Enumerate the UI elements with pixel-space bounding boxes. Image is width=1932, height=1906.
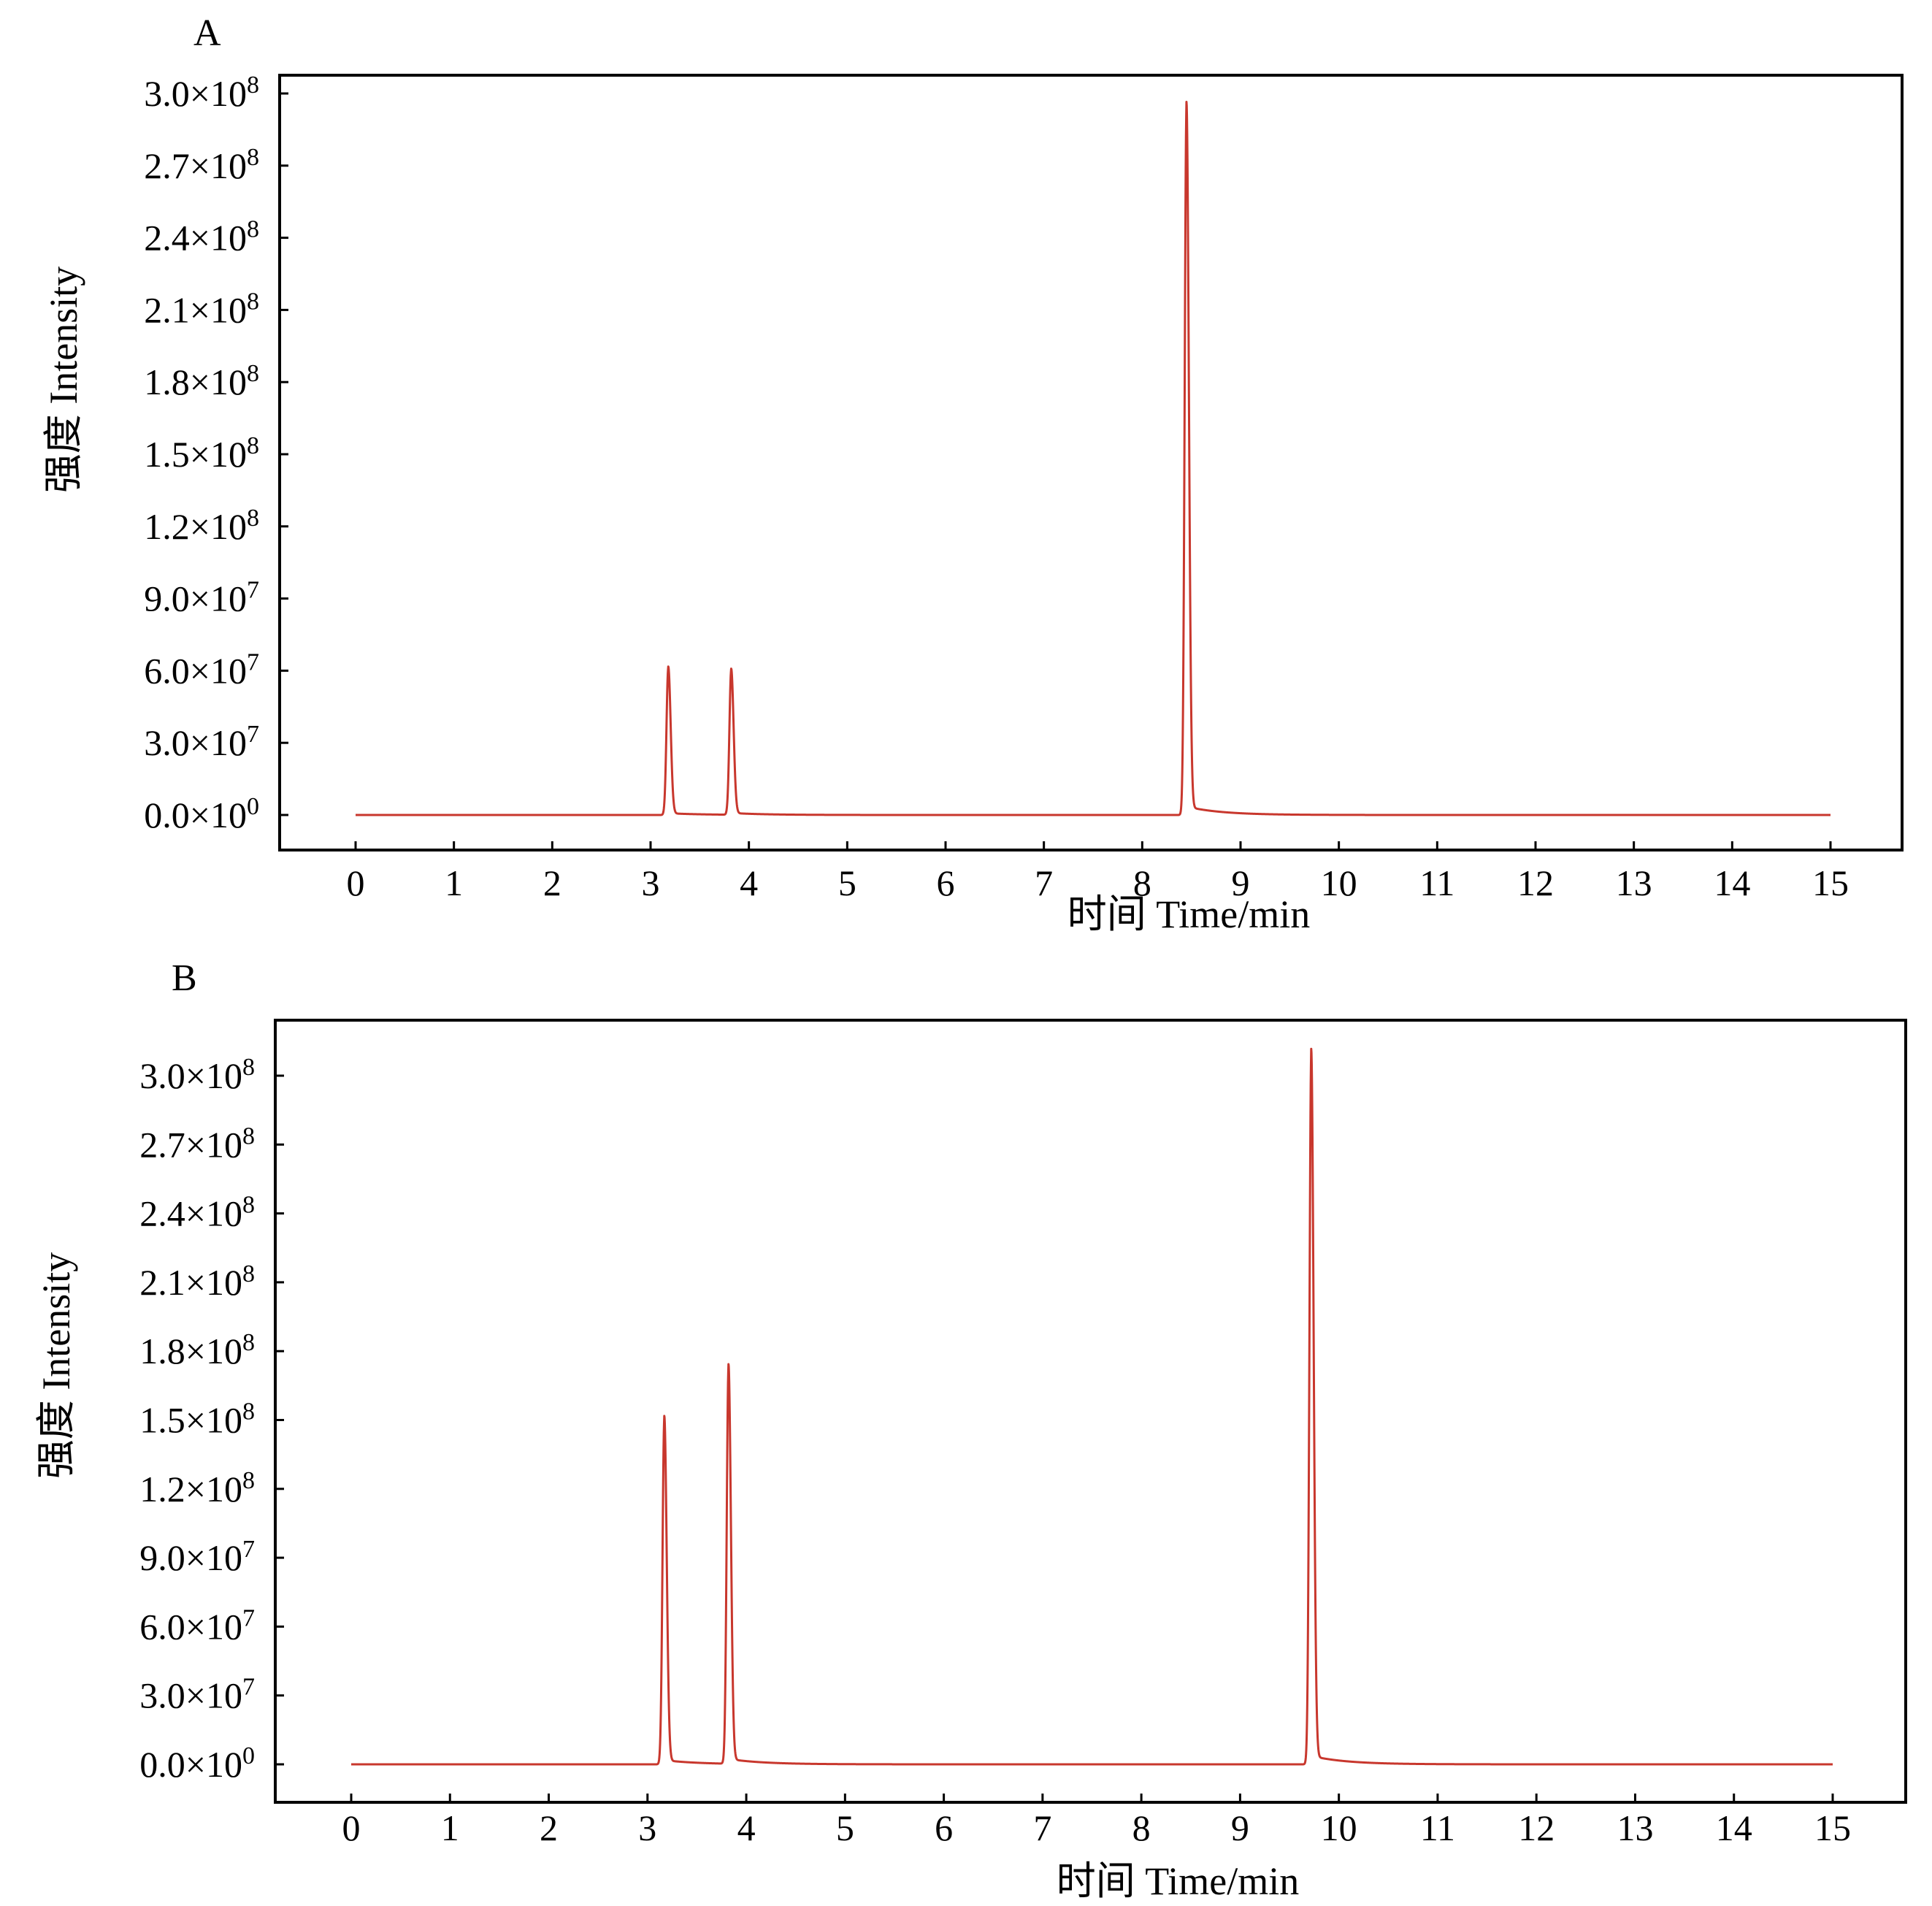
x-tick-label: 13 bbox=[1617, 1807, 1653, 1848]
y-tick-label: 6.0×107 bbox=[144, 648, 259, 691]
y-tick-label: 2.1×108 bbox=[139, 1260, 255, 1303]
x-tick-label: 2 bbox=[540, 1807, 558, 1848]
y-tick-label: 1.2×108 bbox=[144, 505, 259, 547]
x-tick-label: 3 bbox=[642, 862, 660, 903]
x-tick-label: 0 bbox=[347, 862, 365, 903]
x-tick-label: 6 bbox=[935, 1807, 953, 1848]
plot-frame bbox=[278, 74, 1904, 851]
y-tick-label: 9.0×107 bbox=[144, 577, 259, 619]
y-tick-label: 3.0×107 bbox=[144, 721, 259, 763]
x-tick-label: 4 bbox=[737, 1807, 756, 1848]
x-tick-label: 7 bbox=[1033, 1807, 1051, 1848]
y-axis-title: 强度 Intensity bbox=[34, 1252, 78, 1479]
y-tick-label: 2.4×108 bbox=[144, 216, 259, 259]
y-tick-label: 3.0×108 bbox=[139, 1054, 255, 1096]
chart-panel-b: B 0.0×100 3.0×107 6.0×107 9.0×107 1.2×108 1.5×… bbox=[34, 957, 1907, 1903]
x-tick-label: 3 bbox=[638, 1807, 656, 1848]
y-tick-label: 0.0×100 bbox=[139, 1742, 255, 1785]
panel-label: B bbox=[172, 957, 197, 999]
x-tick-label: 0 bbox=[342, 1807, 361, 1848]
y-tick-label: 3.0×108 bbox=[144, 72, 259, 114]
x-tick-label: 8 bbox=[1132, 1807, 1151, 1848]
x-tick-label: 14 bbox=[1714, 862, 1750, 903]
x-axis-title: 时间 Time/min bbox=[1067, 892, 1311, 936]
plot-frame bbox=[274, 1019, 1907, 1804]
x-tick-label: 8 bbox=[1133, 862, 1151, 903]
y-tick-label: 1.5×108 bbox=[144, 432, 259, 475]
x-tick-label: 5 bbox=[838, 862, 856, 903]
y-tick-label: 3.0×107 bbox=[139, 1674, 255, 1716]
x-tick-label: 2 bbox=[543, 862, 561, 903]
x-tick-label: 6 bbox=[937, 862, 955, 903]
y-tick-label: 1.8×108 bbox=[139, 1329, 255, 1371]
y-tick-label: 2.4×108 bbox=[139, 1192, 255, 1234]
x-tick-label: 11 bbox=[1420, 1807, 1455, 1848]
x-tick-label: 9 bbox=[1231, 1807, 1249, 1848]
panel-label: A bbox=[193, 12, 221, 54]
x-tick-label: 12 bbox=[1517, 862, 1554, 903]
x-tick-label: 15 bbox=[1814, 1807, 1851, 1848]
x-tick-label: 12 bbox=[1518, 1807, 1555, 1848]
x-tick-label: 1 bbox=[445, 862, 463, 903]
x-axis-title: 时间 Time/min bbox=[1057, 1859, 1300, 1903]
y-tick-label: 2.1×108 bbox=[144, 288, 259, 330]
x-tick-label: 13 bbox=[1616, 862, 1652, 903]
x-tick-label: 10 bbox=[1321, 1807, 1357, 1848]
x-tick-label: 15 bbox=[1812, 862, 1849, 903]
x-tick-label: 10 bbox=[1321, 862, 1357, 903]
chart-panel-a: A 0.0×100 3.0×107 6.0×107 9.0×107 1.2×108 1.5×… bbox=[42, 12, 1904, 936]
y-tick-label: 1.2×108 bbox=[139, 1467, 255, 1509]
chromatogram-trace bbox=[354, 100, 1832, 816]
chromatogram-trace bbox=[350, 1047, 1834, 1766]
y-tick-label: 2.7×108 bbox=[139, 1122, 255, 1165]
y-tick-label: 6.0×107 bbox=[139, 1604, 255, 1647]
x-tick-label: 4 bbox=[740, 862, 758, 903]
x-tick-label: 7 bbox=[1035, 862, 1053, 903]
x-tick-label: 9 bbox=[1232, 862, 1250, 903]
y-tick-label: 2.7×108 bbox=[144, 144, 259, 186]
y-tick-label: 1.8×108 bbox=[144, 360, 259, 402]
x-tick-label: 14 bbox=[1716, 1807, 1752, 1848]
y-tick-label: 1.5×108 bbox=[139, 1398, 255, 1441]
x-tick-label: 5 bbox=[836, 1807, 854, 1848]
y-tick-label: 0.0×100 bbox=[144, 793, 259, 835]
y-tick-label: 9.0×107 bbox=[139, 1536, 255, 1578]
x-tick-label: 1 bbox=[441, 1807, 459, 1848]
x-tick-label: 11 bbox=[1419, 862, 1454, 903]
y-axis-title: 强度 Intensity bbox=[42, 267, 85, 493]
